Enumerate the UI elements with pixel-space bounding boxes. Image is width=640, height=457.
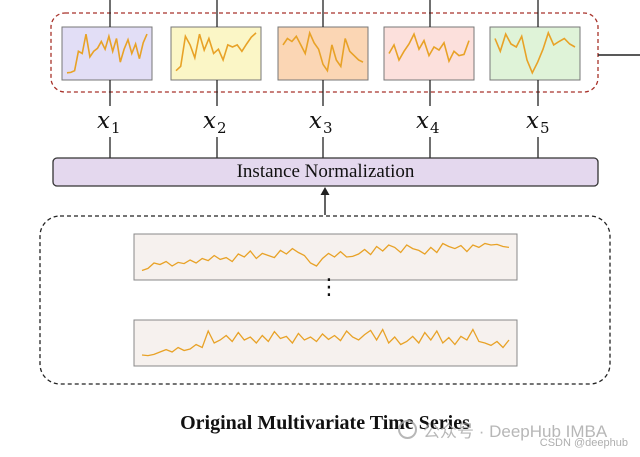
ellipsis: ⋮ <box>318 275 340 300</box>
patch-1 <box>61 26 153 81</box>
patch-group <box>61 26 581 81</box>
instance-normalization-box <box>52 157 599 187</box>
patch-line-1 <box>66 33 148 74</box>
series-box-2 <box>133 319 518 367</box>
series-line-1 <box>141 242 510 272</box>
arrow-up-icon <box>320 187 330 195</box>
series-container <box>39 215 611 385</box>
variable-label-5: x5 <box>526 108 550 137</box>
watermark-small: CSDN @deephub <box>539 437 628 449</box>
instance-normalization-label: Instance Normalization <box>236 161 415 182</box>
patch-line-2 <box>175 32 257 72</box>
connector-lines <box>109 0 539 158</box>
patch-5 <box>489 26 581 81</box>
patch-line-5 <box>494 30 576 75</box>
diagram-caption: Original Multivariate Time Series <box>180 412 470 434</box>
patch-line-3 <box>282 30 364 73</box>
patch-3 <box>277 26 369 81</box>
watermark-text: 公众号 · DeepHub IMBA <box>423 422 608 441</box>
variable-label-2: x2 <box>203 108 227 137</box>
series-line-2 <box>141 328 510 357</box>
patch-container <box>50 12 599 93</box>
patch-2 <box>170 26 262 81</box>
variable-label-4: x4 <box>416 108 440 137</box>
variable-label-3: x3 <box>309 108 333 137</box>
wechat-icon <box>398 420 417 439</box>
watermark: 公众号 · DeepHub IMBA <box>398 417 607 442</box>
patch-line-4 <box>388 32 470 64</box>
variable-label-1: x1 <box>97 108 121 137</box>
series-box-1 <box>133 233 518 281</box>
